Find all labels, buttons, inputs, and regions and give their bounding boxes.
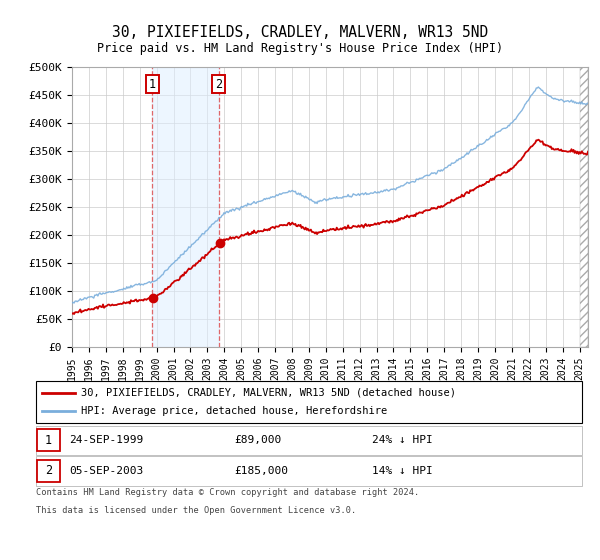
Text: £185,000: £185,000 bbox=[234, 466, 288, 476]
Text: 05-SEP-2003: 05-SEP-2003 bbox=[69, 466, 143, 476]
Text: 1: 1 bbox=[148, 77, 155, 91]
Text: HPI: Average price, detached house, Herefordshire: HPI: Average price, detached house, Here… bbox=[81, 406, 387, 416]
Text: 1: 1 bbox=[45, 433, 52, 447]
Text: 2: 2 bbox=[215, 77, 223, 91]
Text: 24% ↓ HPI: 24% ↓ HPI bbox=[372, 435, 433, 445]
Text: £89,000: £89,000 bbox=[234, 435, 281, 445]
Text: 2: 2 bbox=[45, 464, 52, 478]
Text: 14% ↓ HPI: 14% ↓ HPI bbox=[372, 466, 433, 476]
Text: This data is licensed under the Open Government Licence v3.0.: This data is licensed under the Open Gov… bbox=[36, 506, 356, 515]
Text: 30, PIXIEFIELDS, CRADLEY, MALVERN, WR13 5ND: 30, PIXIEFIELDS, CRADLEY, MALVERN, WR13 … bbox=[112, 25, 488, 40]
Text: Contains HM Land Registry data © Crown copyright and database right 2024.: Contains HM Land Registry data © Crown c… bbox=[36, 488, 419, 497]
Bar bbox=[152, 67, 219, 347]
Text: 24-SEP-1999: 24-SEP-1999 bbox=[69, 435, 143, 445]
Text: Price paid vs. HM Land Registry's House Price Index (HPI): Price paid vs. HM Land Registry's House … bbox=[97, 42, 503, 55]
Text: 30, PIXIEFIELDS, CRADLEY, MALVERN, WR13 5ND (detached house): 30, PIXIEFIELDS, CRADLEY, MALVERN, WR13 … bbox=[81, 388, 456, 398]
